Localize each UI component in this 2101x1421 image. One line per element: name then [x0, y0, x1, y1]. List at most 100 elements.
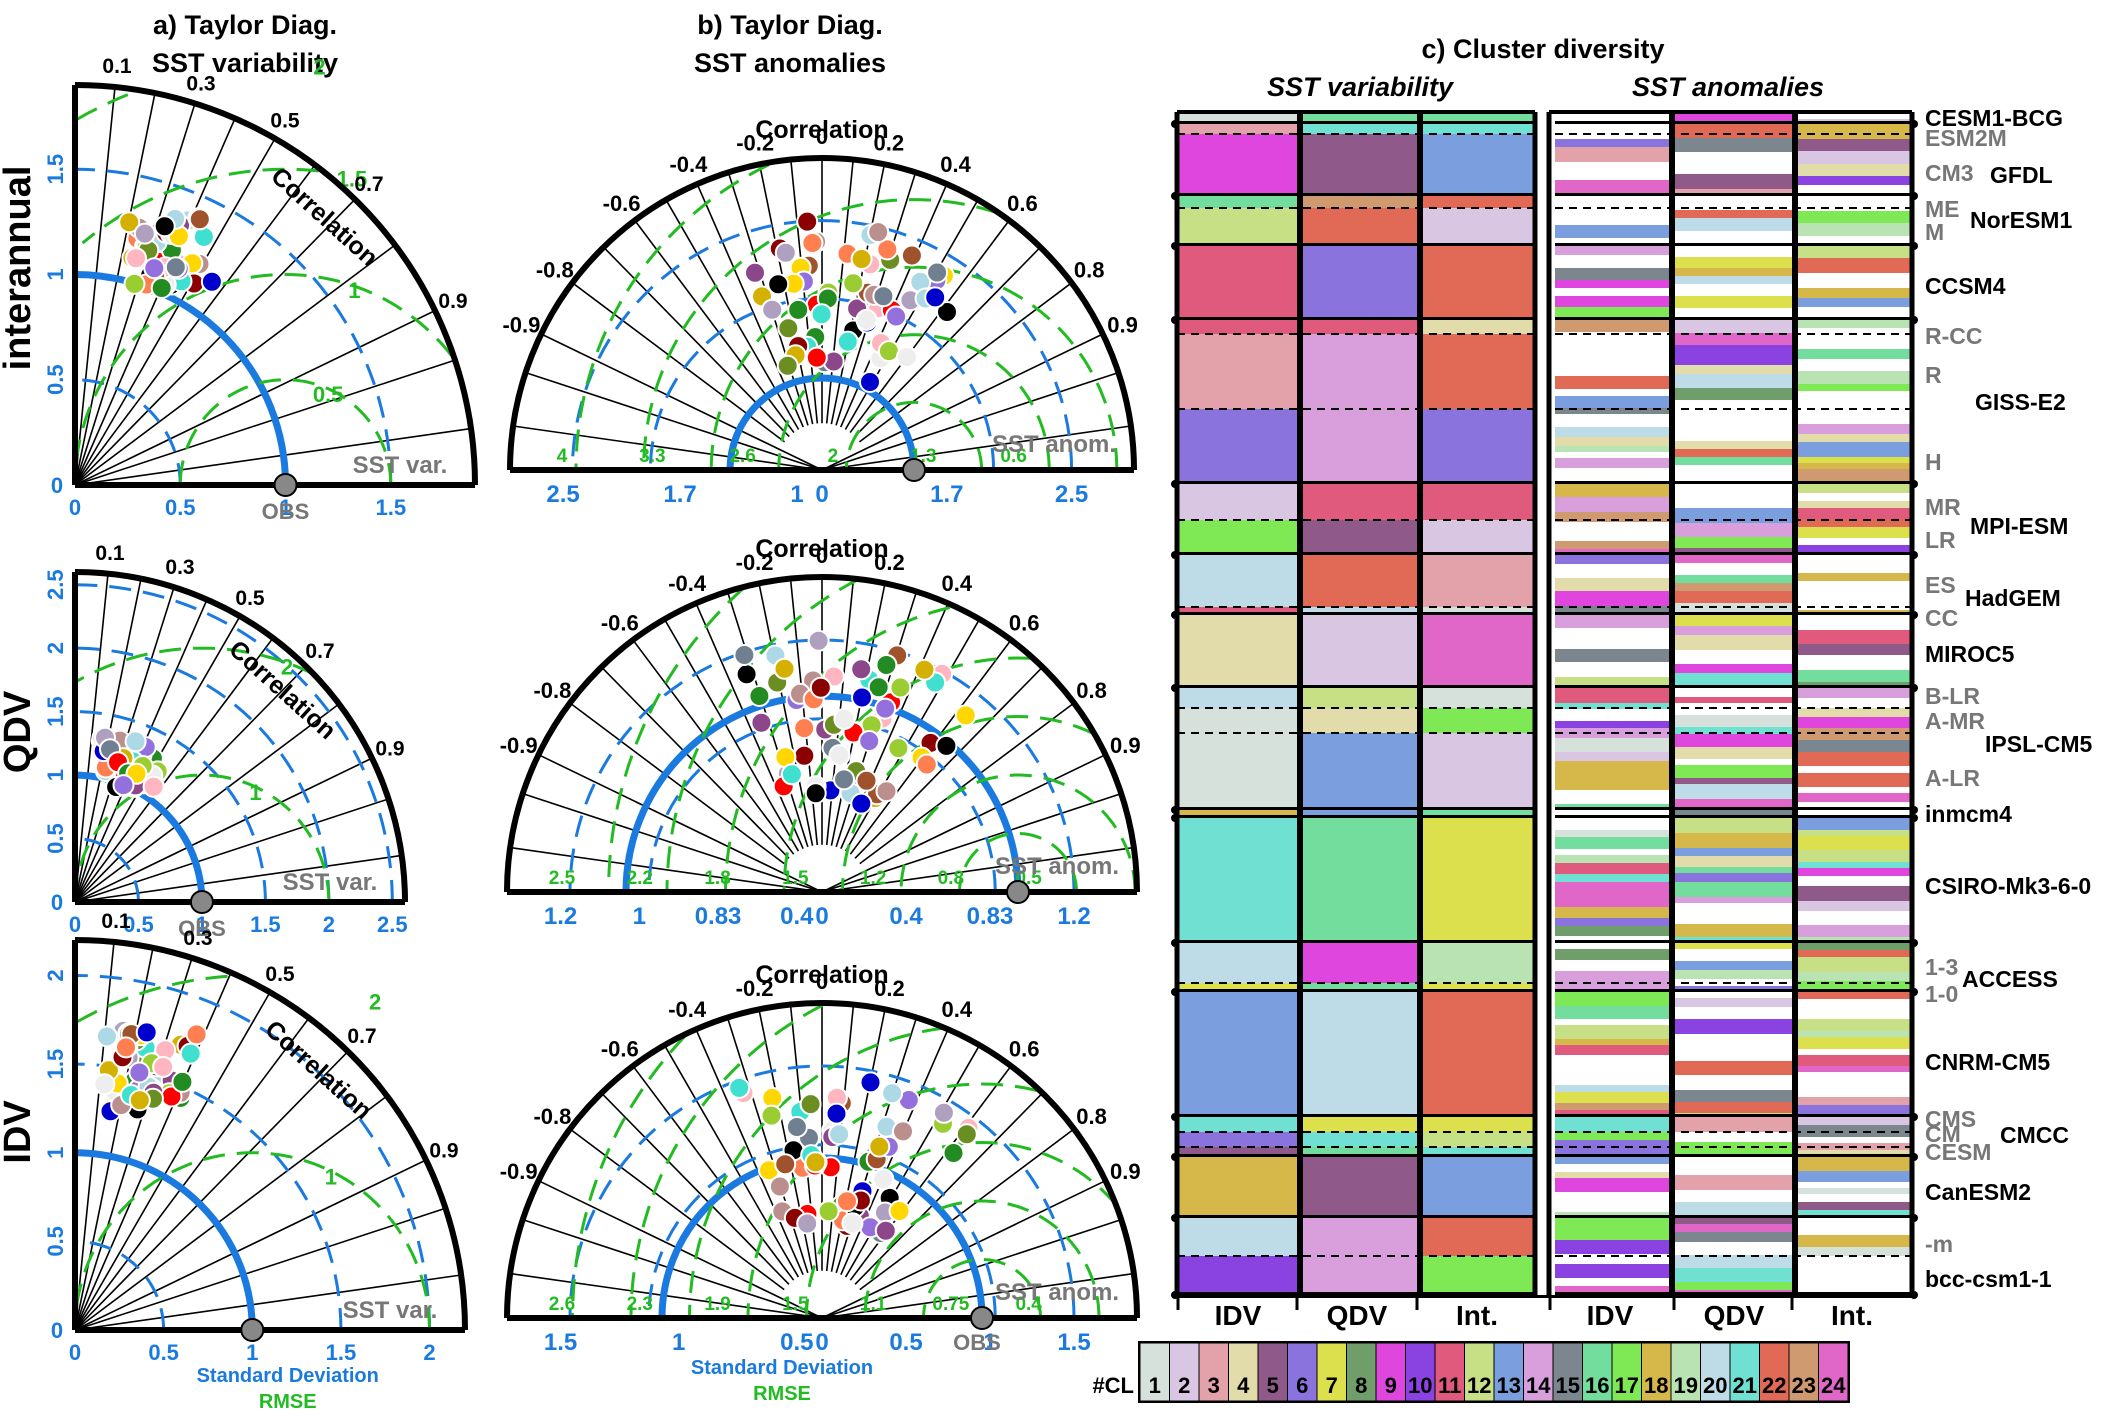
- cluster-stripe: [1549, 936, 1672, 943]
- cluster-cell: [1177, 615, 1300, 688]
- correlation-ray: [74, 359, 456, 486]
- cluster-cell: [1177, 943, 1300, 983]
- obs-point: [902, 458, 926, 482]
- cluster-stripe: [1795, 1286, 1912, 1295]
- cluster-cell: [1177, 208, 1300, 246]
- cluster-cell: [1420, 484, 1549, 520]
- cluster-stripe: [1672, 961, 1795, 970]
- cluster-stripe: [1672, 276, 1795, 284]
- cluster-stripe: [1549, 662, 1672, 671]
- rmse-label: 2: [369, 989, 381, 1014]
- cluster-stripe: [1795, 139, 1912, 151]
- correlation-ray: [849, 1065, 1012, 1281]
- cluster-stripe: [1672, 615, 1795, 626]
- model-point: [142, 775, 165, 798]
- rmse-arc: [73, 272, 453, 486]
- correlation-ray: [571, 282, 786, 443]
- cluster-stripe: [1795, 766, 1912, 773]
- cluster-cell: [1300, 943, 1420, 983]
- cluster-stripe: [1549, 320, 1672, 332]
- sst-var-label: SST var.: [343, 1297, 438, 1324]
- cluster-stripe: [1672, 159, 1795, 174]
- model-point: [955, 1123, 978, 1146]
- correlation-ray: [74, 309, 436, 486]
- corr-label: 0.9: [1107, 312, 1138, 337]
- model-point: [809, 676, 832, 699]
- cluster-cell: [1177, 818, 1300, 943]
- model-point: [152, 1056, 175, 1078]
- cluster-stripe: [1672, 833, 1795, 848]
- sub-model-label: H: [1925, 449, 1942, 475]
- correlation-ray: [522, 792, 823, 893]
- model-point: [768, 1175, 791, 1198]
- cluster-stripe: [1549, 1019, 1672, 1025]
- cluster-stripe: [1795, 223, 1912, 236]
- sd-tick-x: 1.5: [250, 912, 281, 937]
- sd-tick-left: 1: [633, 903, 646, 930]
- sd-arc: [74, 646, 331, 903]
- sd-arc: [74, 1239, 166, 1331]
- cluster-stripe: [1795, 708, 1912, 717]
- cluster-stripe: [1549, 528, 1672, 541]
- cluster-stripe: [1795, 112, 1912, 119]
- model-label: IPSL-CM5: [1985, 731, 2093, 757]
- model-point: [877, 340, 900, 363]
- model-point: [744, 261, 766, 284]
- cluster-cell: [1300, 1117, 1420, 1132]
- outer-arc: [74, 82, 478, 486]
- cluster-stripe: [1549, 196, 1672, 210]
- sd-tick-y: 1: [43, 1147, 68, 1159]
- correlation-ray: [74, 92, 156, 486]
- cluster-cell: [1420, 607, 1549, 615]
- cluster-stripe: [1549, 225, 1672, 238]
- sd-tick-right: 1: [983, 1329, 996, 1356]
- xlabel-rmse: RMSE: [753, 1383, 811, 1405]
- obs-point: [240, 1318, 265, 1342]
- cluster-stripe: [1795, 124, 1912, 139]
- cluster-stripe: [1795, 236, 1912, 245]
- cluster-stripe: [1672, 992, 1795, 998]
- sst-var-label: SST var.: [353, 452, 448, 479]
- sub-model-label: ESM2M: [1925, 125, 2007, 151]
- correlation-ray: [74, 957, 193, 1331]
- cluster-stripe: [1672, 210, 1795, 218]
- model-point: [875, 654, 898, 676]
- cluster-stripe: [1549, 728, 1672, 738]
- cluster-cell: [1177, 124, 1300, 134]
- model-point: [796, 210, 819, 233]
- sd-tick-x: 2.5: [377, 912, 408, 937]
- cluster-stripe: [1672, 124, 1795, 138]
- correlation-ray: [74, 703, 340, 903]
- cluster-stripe: [1795, 752, 1912, 766]
- cluster-stripe: [1672, 457, 1795, 465]
- cluster-stripe: [1672, 268, 1795, 276]
- corr-label: 0.6: [1007, 191, 1038, 216]
- cluster-stripe: [1795, 836, 1912, 850]
- cluster-stripe: [1549, 896, 1672, 907]
- cluster-stripe: [1795, 1137, 1912, 1143]
- cluster-cell: [1300, 196, 1420, 208]
- cluster-stripe: [1795, 307, 1912, 317]
- model-point: [188, 208, 211, 231]
- sd-tick-right: 1.2: [1057, 903, 1090, 930]
- model-point: [774, 1153, 797, 1176]
- model-point: [855, 308, 878, 331]
- cluster-stripe: [1795, 463, 1912, 469]
- rmse-arc: [688, 1026, 945, 1319]
- corr-label: 0.3: [165, 556, 194, 579]
- cluster-stripe: [1795, 1097, 1912, 1105]
- model-point: [804, 782, 827, 805]
- cluster-stripe: [1549, 341, 1672, 354]
- outer-arc: [504, 1000, 1140, 1319]
- legend-label: 4: [1237, 1373, 1250, 1398]
- rmse-arc: [899, 773, 1137, 892]
- correlation-ray: [74, 665, 307, 903]
- cluster-stripe: [1672, 296, 1795, 308]
- model-point: [776, 354, 799, 377]
- cluster-stripe: [1549, 907, 1672, 918]
- model-point: [926, 261, 949, 284]
- cluster-stripe: [1549, 564, 1672, 578]
- model-point: [828, 1123, 851, 1146]
- cluster-stripe: [1795, 484, 1912, 493]
- cluster-stripe: [1672, 548, 1795, 555]
